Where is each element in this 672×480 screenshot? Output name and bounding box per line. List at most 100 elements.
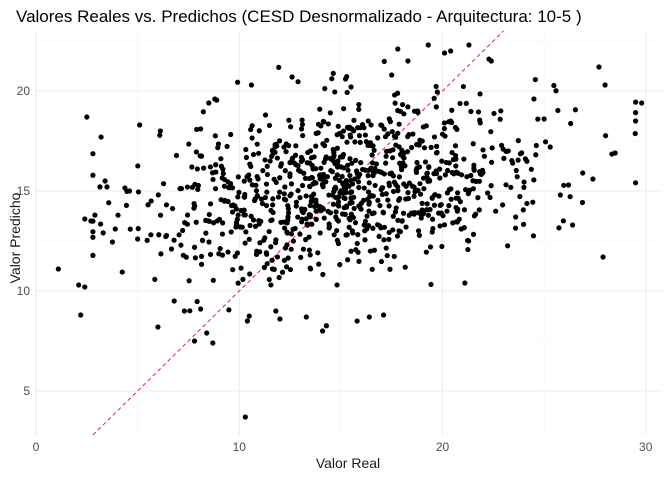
data-point (370, 169, 376, 175)
data-point (135, 163, 141, 169)
data-point (451, 171, 457, 177)
data-point (441, 50, 448, 56)
data-point (330, 201, 337, 207)
data-point (213, 162, 219, 168)
data-point (433, 83, 439, 90)
data-point (123, 202, 130, 208)
data-point (200, 109, 206, 115)
data-point (401, 150, 407, 156)
data-point (193, 219, 199, 225)
data-point (269, 257, 275, 263)
data-point (169, 205, 176, 212)
data-point (90, 252, 96, 258)
data-point (461, 156, 467, 162)
data-point (458, 172, 465, 178)
data-point (100, 230, 106, 236)
data-point (325, 121, 331, 127)
data-point (348, 248, 354, 254)
data-point (207, 201, 214, 207)
data-point (351, 128, 357, 134)
data-point (273, 240, 279, 246)
data-point (178, 242, 184, 248)
data-point (253, 251, 260, 257)
data-point (227, 185, 233, 191)
data-point (361, 125, 367, 131)
data-point (349, 181, 356, 187)
data-point (313, 166, 319, 172)
data-point (206, 100, 212, 106)
data-point (336, 177, 342, 183)
data-point (281, 191, 287, 197)
data-point (215, 141, 222, 147)
data-point (453, 156, 459, 162)
data-point (376, 233, 382, 240)
data-point (403, 224, 409, 230)
data-point (379, 122, 385, 129)
data-point (416, 232, 422, 238)
data-point (440, 213, 446, 219)
data-point (393, 182, 399, 188)
x-tick-label: 30 (639, 440, 653, 454)
data-point (428, 144, 434, 150)
data-point (462, 187, 469, 193)
data-point (329, 192, 335, 198)
data-point (533, 142, 539, 149)
data-point (372, 182, 378, 189)
data-point (259, 200, 266, 207)
data-point (176, 232, 182, 238)
data-point (632, 130, 638, 137)
data-point (207, 251, 214, 258)
data-point (596, 64, 602, 70)
data-point (345, 162, 351, 168)
data-point (416, 164, 423, 170)
y-tick-label: 10 (17, 284, 31, 298)
data-point (148, 198, 154, 204)
data-point (315, 130, 321, 136)
data-point (303, 314, 309, 320)
data-point (295, 79, 301, 85)
data-point (411, 108, 418, 114)
data-point (270, 150, 276, 157)
data-point (395, 188, 401, 194)
data-point (106, 200, 112, 206)
data-point (414, 159, 420, 166)
data-point (555, 107, 561, 114)
data-point (381, 237, 387, 243)
data-point (307, 214, 313, 220)
data-point (361, 185, 367, 191)
data-point (386, 236, 392, 242)
data-point (488, 129, 494, 135)
data-point (392, 100, 398, 106)
data-point (486, 56, 492, 62)
data-point (250, 217, 257, 223)
data-point (448, 48, 454, 54)
data-point (398, 167, 405, 173)
data-point (455, 195, 461, 201)
data-point (273, 179, 279, 185)
data-point (181, 308, 187, 314)
data-point (579, 199, 586, 206)
data-point (229, 209, 236, 215)
data-point (218, 197, 224, 203)
data-point (247, 271, 253, 277)
data-point (241, 212, 247, 218)
data-point (375, 135, 381, 141)
data-point (177, 186, 183, 192)
data-point (427, 206, 433, 213)
data-point (480, 147, 486, 153)
data-point (444, 208, 450, 214)
data-point (198, 306, 204, 312)
data-point (442, 133, 448, 139)
data-point (399, 218, 405, 224)
data-point (255, 176, 261, 182)
data-point (385, 197, 391, 203)
data-point (288, 191, 294, 197)
data-point (182, 220, 188, 226)
data-point (210, 176, 216, 183)
data-point (135, 226, 141, 232)
data-point (560, 218, 566, 224)
data-point (287, 171, 293, 177)
data-point (310, 181, 316, 187)
x-tick-label: 20 (436, 440, 450, 454)
data-point (264, 171, 271, 178)
